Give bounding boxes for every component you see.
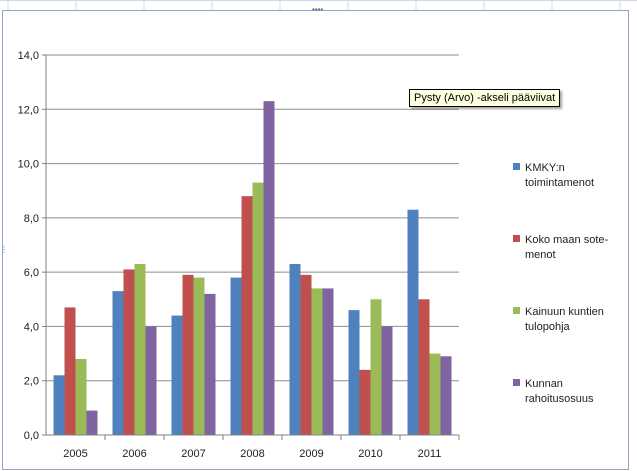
resize-handle-top-icon[interactable]: •••• (312, 5, 324, 14)
legend-label: Kunnan (525, 378, 563, 390)
y-tick-label: 0,0 (24, 430, 39, 442)
bar[interactable] (171, 315, 183, 435)
bar[interactable] (322, 288, 334, 435)
legend-label: Kainuun kuntien (525, 306, 604, 318)
bar[interactable] (289, 264, 301, 435)
legend-label: toimintamenot (525, 177, 594, 189)
bar[interactable] (64, 307, 76, 435)
bar[interactable] (145, 326, 157, 435)
bar-chart: 0,0 2,0 4,0 6,0 8,0 10,0 12,0 14,0 2005 2006 2007 2… (18, 50, 609, 460)
x-tick-label: 2011 (418, 448, 442, 460)
resize-handle-left-icon[interactable]: ⋮ (0, 245, 8, 254)
legend-label: menot (525, 249, 556, 261)
legend-swatch (513, 163, 520, 170)
y-tick-label: 10,0 (18, 159, 39, 171)
legend-label: KMKY:n (525, 162, 565, 174)
bar[interactable] (407, 209, 419, 435)
bar[interactable] (252, 182, 264, 435)
bar[interactable] (86, 410, 98, 435)
bar[interactable] (241, 196, 253, 435)
x-tick-label: 2009 (299, 448, 323, 460)
bar[interactable] (123, 269, 135, 435)
legend-swatch (513, 379, 520, 386)
bar[interactable] (300, 274, 312, 435)
y-tick-label: 6,0 (24, 267, 39, 279)
bar[interactable] (53, 375, 65, 435)
legend-swatch (513, 307, 520, 314)
y-tick-label: 12,0 (18, 104, 39, 116)
x-tick-label: 2006 (122, 448, 146, 460)
legend-swatch (513, 235, 520, 242)
y-tick-label: 2,0 (24, 376, 39, 388)
bar[interactable] (429, 353, 441, 435)
x-tick-label: 2005 (63, 448, 87, 460)
legend-label: rahoitusosuus (525, 393, 594, 405)
bar[interactable] (204, 293, 216, 435)
bar[interactable] (381, 326, 393, 435)
chart-area[interactable]: 0,0 2,0 4,0 6,0 8,0 10,0 12,0 14,0 2005 2006 2007 2… (2, 10, 629, 470)
bar[interactable] (134, 264, 146, 435)
x-tick-label: 2010 (358, 448, 382, 460)
y-tick-label: 4,0 (24, 321, 39, 333)
bar[interactable] (112, 291, 124, 435)
bar[interactable] (348, 310, 360, 435)
tooltip: Pysty (Arvo) -akseli pääviivat (409, 89, 561, 107)
bar[interactable] (263, 101, 275, 436)
y-tick-label: 8,0 (24, 213, 39, 225)
bar[interactable] (370, 299, 382, 435)
bar[interactable] (230, 277, 242, 435)
bar[interactable] (440, 356, 452, 435)
bar[interactable] (193, 277, 205, 435)
bar[interactable] (75, 359, 87, 435)
bar[interactable] (359, 369, 371, 435)
x-tick-label: 2008 (240, 448, 264, 460)
x-tick-label: 2007 (181, 448, 205, 460)
bar[interactable] (182, 274, 194, 435)
bar[interactable] (418, 299, 430, 435)
legend-label: tulopohja (525, 321, 571, 333)
legend-label: Koko maan sote- (525, 234, 608, 246)
bar[interactable] (311, 288, 323, 435)
y-tick-label: 14,0 (18, 50, 39, 62)
